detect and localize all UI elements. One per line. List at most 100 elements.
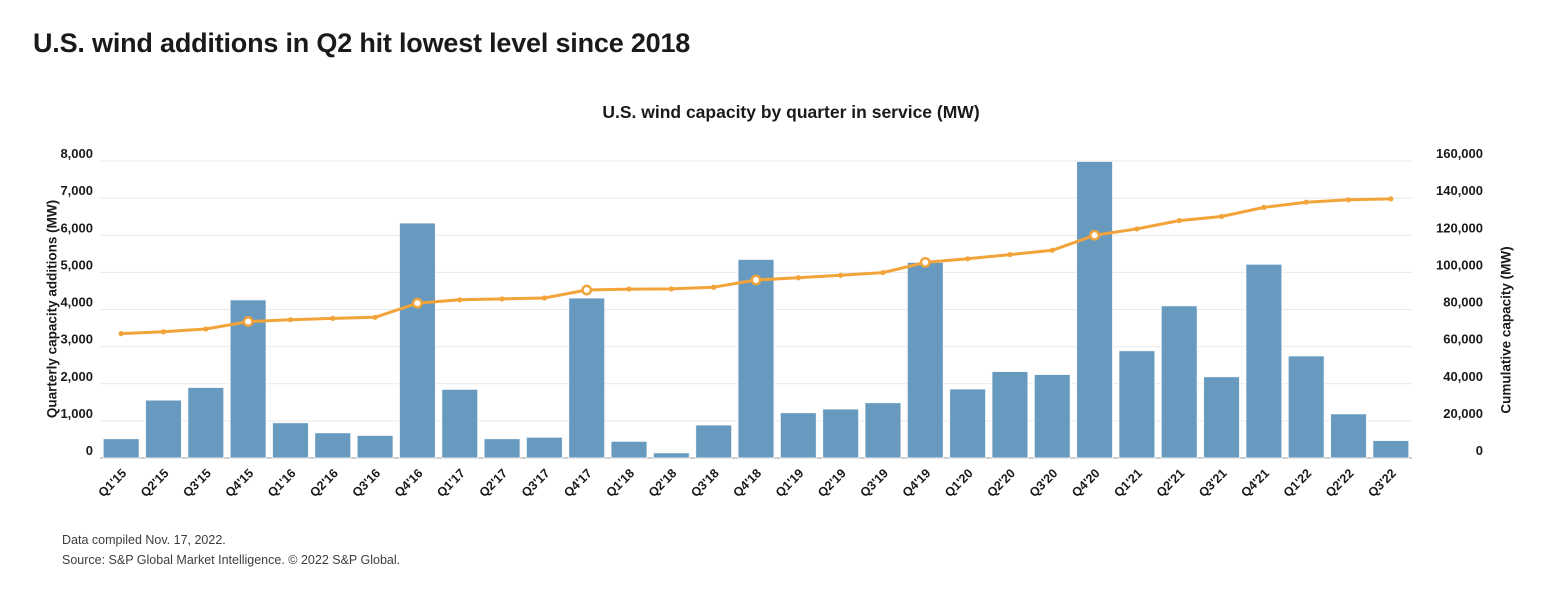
x-tick-label-q2-16: Q2'16 [307,466,341,500]
y-right-tick-label: 0 [1476,443,1483,458]
bar-q3-15 [187,386,225,459]
y-left-tick-label: 3,000 [60,332,93,347]
y-right-tick-label: 40,000 [1443,369,1483,384]
bar-q2-15 [144,399,182,459]
x-tick-label-q2-21: Q2'21 [1154,466,1188,500]
x-tick-label-q3-21: Q3'21 [1196,466,1230,500]
bar-q4-19 [906,261,944,459]
bar-q1-20 [949,388,987,459]
line-marker-q1-18 [626,286,632,292]
line-marker-q2-19 [838,272,844,278]
bar-q1-21 [1118,350,1156,459]
bar-q2-21 [1160,305,1198,459]
footer: Data compiled Nov. 17, 2022. Source: S&P… [62,530,400,570]
footer-source: Source: S&P Global Market Intelligence. … [62,553,401,567]
y-right-tick-label: 60,000 [1443,332,1483,347]
bar-q4-20 [1076,160,1114,459]
x-tick-label-q1-20: Q1'20 [942,466,976,500]
bar-q1-15 [102,438,140,459]
y-left-tick-label: 6,000 [60,220,93,235]
bar-q1-17 [441,388,479,459]
bar-q2-20 [991,370,1029,459]
x-tick-label-q3-17: Q3'17 [519,466,553,500]
y-right-tick-label: 120,000 [1436,220,1483,235]
bar-q4-16 [398,222,436,459]
line-marker-q3-18 [711,284,717,290]
line-marker-q3-20 [1049,247,1055,253]
line-marker-q3-15 [203,326,209,332]
line-marker-q2-22 [1345,197,1352,203]
bar-q3-22 [1372,440,1410,459]
x-tick-label-q3-22: Q3'22 [1365,466,1399,500]
line-marker-ring-q4-15 [242,316,254,327]
line-marker-q3-22 [1388,196,1394,202]
y-left-tick-label: 0 [86,443,93,458]
bar-q4-21 [1245,263,1283,459]
x-tick-label-q4-21: Q4'21 [1238,466,1272,500]
x-tick-label-q2-20: Q2'20 [984,466,1018,500]
line-marker-q3-17 [541,295,547,301]
x-tick-label-q4-15: Q4'15 [223,466,257,500]
x-tick-label-q1-19: Q1'19 [773,466,807,500]
x-tick-label-q3-16: Q3'16 [350,466,384,500]
bar-q3-21 [1203,376,1241,459]
chart-title: U.S. wind capacity by quarter in service… [602,102,980,122]
y-left-tick-label: 7,000 [60,183,93,198]
page-title: U.S. wind additions in Q2 hit lowest lev… [33,28,691,58]
x-tick-label-q2-22: Q2'22 [1323,466,1357,500]
line-marker-ring-q4-19 [919,256,931,268]
line-marker-q1-17 [457,297,463,303]
line-marker-ring-q4-16 [412,297,423,309]
line-marker-q1-20 [965,256,971,262]
footer-compiled-date: Data compiled Nov. 17, 2022. [62,533,226,547]
line-marker-q1-16 [287,317,294,323]
x-tick-label-q1-22: Q1'22 [1281,466,1315,500]
line-marker-ring-q4-20 [1089,229,1100,241]
bar-q2-17 [483,438,521,459]
x-tick-label-q2-15: Q2'15 [138,466,172,500]
x-tick-label-q4-16: Q4'16 [392,466,426,500]
bar-q3-16 [356,434,394,459]
bar-q3-19 [864,402,902,459]
y-right-tick-label: 160,000 [1436,146,1483,161]
line-marker-ring-q4-17 [581,284,593,296]
line-marker-ring-q4-18 [750,274,762,286]
y-right-tick-label: 140,000 [1436,183,1483,198]
line-marker-q2-16 [330,315,336,322]
x-tick-label-q1-17: Q1'17 [434,466,468,500]
y-left-tick-label: 2,000 [60,369,93,384]
line-marker-q3-21 [1218,213,1225,220]
line-marker-q3-16 [372,314,378,320]
bar-q1-19 [779,412,817,459]
line-marker-q1-22 [1303,199,1309,205]
bar-q2-19 [822,408,860,459]
line-marker-q2-21 [1176,217,1182,224]
bar-q2-22 [1330,413,1368,459]
bar-q3-20 [1033,373,1071,459]
bar-q2-18 [652,452,690,459]
x-tick-label-q2-19: Q2'19 [815,466,849,500]
y-right-tick-label: 80,000 [1443,295,1483,310]
line-marker-q4-21 [1261,204,1267,211]
line-marker-q2-18 [668,286,674,292]
y-left-tick-label: 5,000 [60,257,93,272]
bar-q3-17 [525,436,563,459]
y-left-tick-label: 4,000 [60,295,93,310]
bar-q1-16 [271,422,309,459]
x-tick-label-q1-21: Q1'21 [1111,466,1145,500]
x-tick-label-q4-20: Q4'20 [1069,466,1103,500]
line-marker-q1-19 [795,275,801,281]
line-marker-q2-17 [499,296,505,302]
y-left-tick-label: 1,000 [60,406,93,421]
x-tick-label-q4-17: Q4'17 [561,466,595,500]
y-left-tick-label: 8,000 [60,146,93,161]
x-tick-label-q1-15: Q1'15 [96,466,130,500]
line-marker-q1-21 [1134,226,1140,232]
x-tick-label-q3-19: Q3'19 [857,466,891,500]
bar-q1-18 [610,440,648,459]
x-tick-label-q3-18: Q3'18 [688,466,722,500]
bar-q4-18 [737,258,775,459]
x-tick-label-q4-18: Q4'18 [730,466,764,500]
